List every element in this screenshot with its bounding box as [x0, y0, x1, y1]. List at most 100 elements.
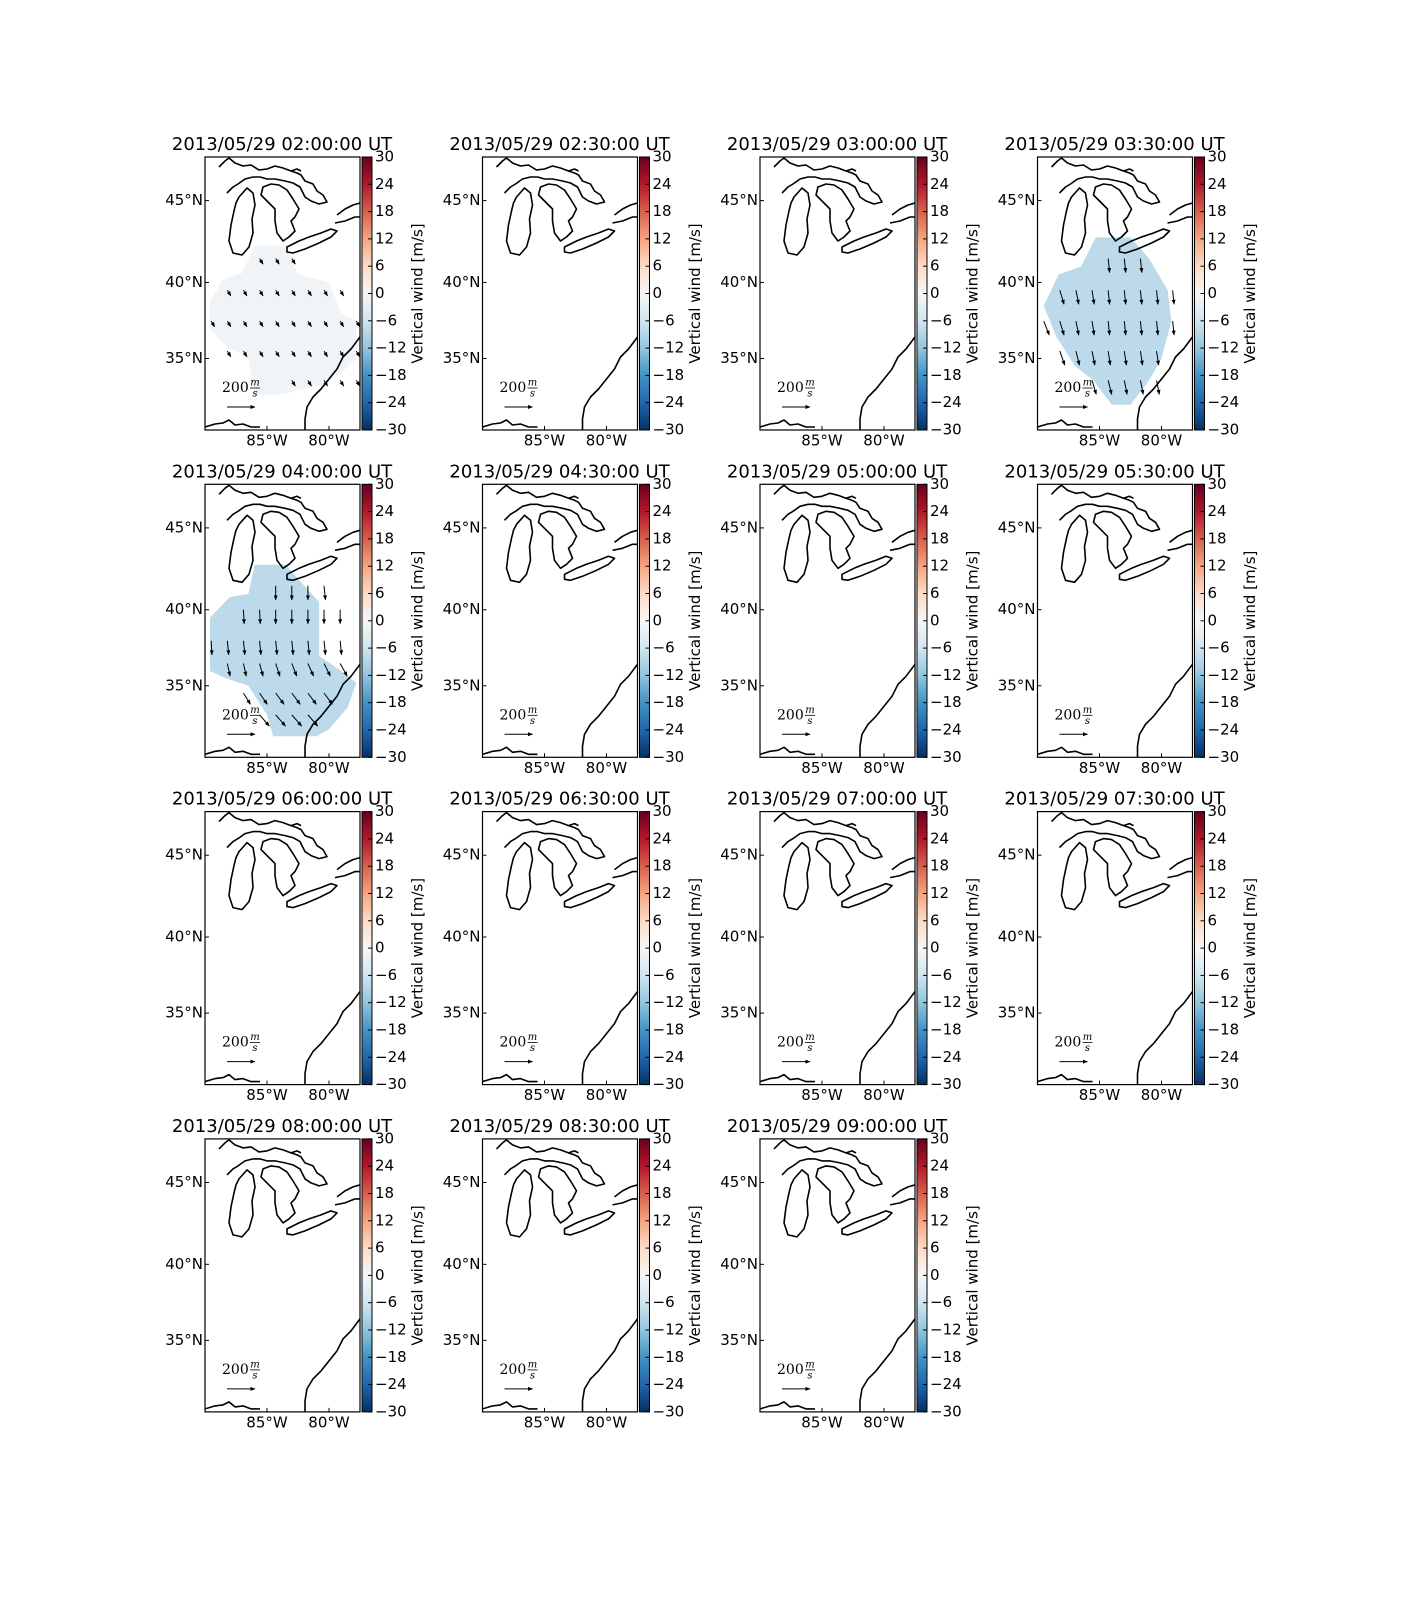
wind-arrow: [275, 714, 286, 727]
lat-tick-label: 35°N: [443, 1331, 481, 1349]
panel-title: 2013/05/29 06:30:00 UT: [449, 789, 670, 810]
wind-arrow: [323, 320, 328, 328]
colorbar-tick-label: 12: [653, 884, 672, 902]
colorbar-tick-label: 12: [375, 557, 394, 575]
reference-label: 200: [500, 380, 527, 396]
lat-tick-label: 35°N: [165, 1331, 203, 1349]
lon-tick-label: 80°W: [863, 759, 905, 777]
wind-arrow: [1107, 351, 1112, 366]
axes-frame: [204, 1138, 361, 1413]
colorbar-tick-label: 6: [930, 1239, 940, 1257]
panel-title: 2013/05/29 04:30:00 UT: [449, 461, 670, 482]
map-area: [205, 157, 360, 430]
reference-unit: m: [528, 1032, 537, 1043]
lon-tick-label: 80°W: [863, 1413, 905, 1431]
colorbar-tick-label: 30: [653, 1129, 672, 1147]
reference-unit: s: [252, 389, 257, 400]
wind-arrow: [291, 663, 298, 677]
colorbar-tick-label: −12: [375, 666, 407, 684]
axes-frame: [1036, 483, 1194, 758]
wind-arrow: [1091, 380, 1097, 395]
lat-tick-label: 45°N: [720, 191, 758, 209]
wind-arrow: [258, 290, 264, 297]
colorbar-tick-label: 0: [930, 611, 940, 629]
colorbar-tick-label: 30: [930, 475, 949, 493]
colorbar-tick-label: 12: [653, 229, 672, 247]
wind-arrow: [291, 380, 296, 387]
colorbar-tick-label: 18: [1208, 202, 1227, 220]
colorbar-label: Vertical wind [m/s]: [1241, 551, 1259, 691]
wind-arrow: [1139, 290, 1144, 305]
colorbar-tick-label: 6: [930, 911, 940, 929]
axes-frame: [204, 483, 361, 758]
wind-arrow: [242, 640, 247, 656]
wind-arrow: [275, 320, 280, 328]
colorbar-tick-label: −24: [653, 1375, 685, 1393]
axes-frame: [759, 483, 916, 758]
wind-arrow: [291, 692, 301, 705]
colorbar-tick-label: 6: [375, 257, 385, 275]
colorbar-tick-label: 0: [930, 1266, 940, 1284]
colorbar-tick-label: −12: [653, 993, 685, 1011]
lon-tick-label: 80°W: [308, 1086, 350, 1104]
wind-arrow: [275, 692, 285, 705]
colorbar-tick-label: −18: [653, 1348, 685, 1366]
colorbar-tick-label: 18: [653, 1184, 672, 1202]
lat-tick-label: 45°N: [998, 191, 1036, 209]
colorbar-tick-label: 18: [930, 529, 949, 547]
reference-label: 200: [777, 1035, 804, 1051]
reference-unit: m: [805, 1032, 814, 1043]
wind-arrow: [1123, 321, 1128, 336]
reference-label: 200: [777, 1362, 804, 1378]
panel-title: 2013/05/29 03:30:00 UT: [1004, 134, 1225, 155]
wind-arrow: [1139, 351, 1144, 366]
wind-arrow: [1123, 290, 1128, 305]
colorbar-tick-label: 12: [653, 557, 672, 575]
colorbar-tick-label: 6: [930, 257, 940, 275]
lat-tick-label: 45°N: [443, 846, 481, 864]
colorbar-tick-label: −6: [1208, 639, 1230, 657]
lon-tick-label: 85°W: [524, 432, 566, 450]
colorbar-tick-label: −6: [930, 966, 952, 984]
colorbar-tick-label: −12: [375, 339, 407, 357]
colorbar-tick-label: −12: [1208, 339, 1240, 357]
lat-tick-label: 35°N: [443, 1004, 481, 1022]
colorbar-tick-label: 24: [1208, 175, 1227, 193]
colorbar-tick-label: −6: [930, 311, 952, 329]
reference-label: 200: [222, 1035, 249, 1051]
colorbar-tick-label: −6: [930, 639, 952, 657]
lon-tick-label: 85°W: [524, 759, 566, 777]
lat-tick-label: 40°N: [165, 273, 203, 291]
wind-arrow: [1107, 258, 1112, 274]
wind-arrow: [307, 663, 314, 677]
colorbar-tick-label: 0: [375, 939, 385, 957]
wind-arrow: [323, 692, 333, 705]
colorbar-tick-label: 12: [930, 1211, 949, 1229]
wind-arrow: [323, 290, 328, 297]
lat-tick-label: 45°N: [720, 846, 758, 864]
panel-title: 2013/05/29 03:00:00 UT: [727, 134, 948, 155]
colorbar-tick-label: −6: [930, 1293, 952, 1311]
colorbar-tick-label: −18: [375, 366, 407, 384]
panel-title: 2013/05/29 08:30:00 UT: [449, 1116, 670, 1137]
map-panel: 2013/05/29 02:00:00 UT 200 ms 35°N 40°N 45°N 8…: [165, 134, 426, 450]
lat-tick-label: 40°N: [443, 600, 481, 618]
colorbar-tick-label: 0: [1208, 284, 1218, 302]
colorbar-tick-label: 0: [375, 611, 385, 629]
lat-tick-label: 35°N: [720, 349, 758, 367]
reference-unit: m: [528, 705, 537, 716]
colorbar-tick-label: −30: [1208, 1075, 1240, 1093]
colorbar-tick-label: −30: [653, 1075, 685, 1093]
map-panel: 2013/05/29 08:30:00 UT 200 ms 35°N 40°N 45°N 8…: [443, 1116, 704, 1432]
lat-tick-label: 45°N: [443, 518, 481, 536]
colorbar-tick-label: 30: [375, 148, 394, 166]
wind-arrow: [290, 640, 295, 656]
reference-unit: m: [250, 1032, 259, 1043]
map-panel: 2013/05/29 03:00:00 UT 200 ms 35°N 40°N 45°N 8…: [720, 134, 981, 450]
lat-tick-label: 45°N: [720, 518, 758, 536]
reference-label: 200: [777, 380, 804, 396]
wind-arrow: [291, 350, 296, 358]
colorbar-tick-label: 12: [653, 1211, 672, 1229]
colorbar-tick-label: 0: [1208, 611, 1218, 629]
